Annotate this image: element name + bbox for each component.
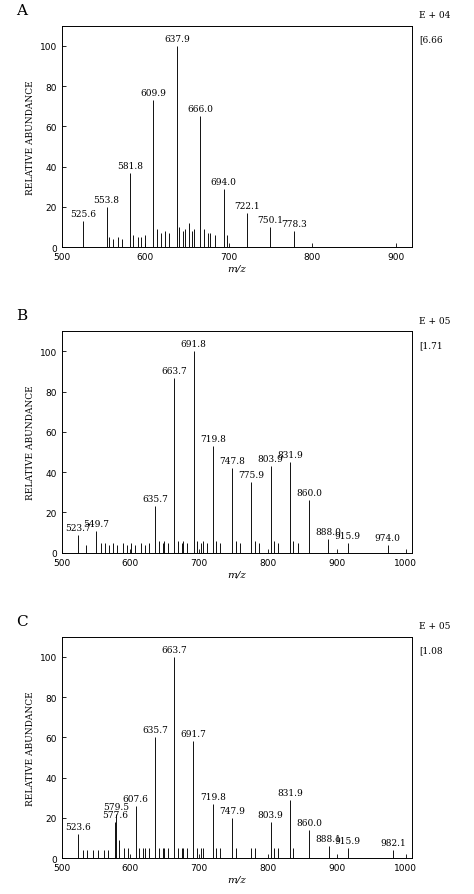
Text: E + 04: E + 04 <box>419 12 451 21</box>
Y-axis label: RELATIVE ABUNDANCE: RELATIVE ABUNDANCE <box>27 690 36 805</box>
Text: 663.7: 663.7 <box>161 367 187 375</box>
Text: 860.0: 860.0 <box>296 489 322 498</box>
Text: 525.6: 525.6 <box>70 210 96 219</box>
Text: 666.0: 666.0 <box>187 105 213 114</box>
Text: 803.9: 803.9 <box>258 810 283 819</box>
Text: 915.9: 915.9 <box>335 836 361 845</box>
Text: 915.9: 915.9 <box>335 531 361 540</box>
Text: 691.7: 691.7 <box>181 730 206 738</box>
Text: 637.9: 637.9 <box>164 35 190 44</box>
Text: 581.8: 581.8 <box>117 162 143 171</box>
Text: 635.7: 635.7 <box>142 726 168 735</box>
X-axis label: m/z: m/z <box>228 265 246 274</box>
Text: 663.7: 663.7 <box>161 645 187 654</box>
Text: C: C <box>16 614 27 628</box>
Text: 553.8: 553.8 <box>93 196 119 205</box>
Y-axis label: RELATIVE ABUNDANCE: RELATIVE ABUNDANCE <box>27 80 36 195</box>
Y-axis label: RELATIVE ABUNDANCE: RELATIVE ABUNDANCE <box>27 385 36 500</box>
Text: 577.6: 577.6 <box>102 810 128 819</box>
Text: B: B <box>16 309 27 323</box>
Text: 523.7: 523.7 <box>65 523 91 532</box>
Text: 747.9: 747.9 <box>219 806 245 815</box>
Text: 609.9: 609.9 <box>140 89 166 98</box>
Text: A: A <box>16 4 27 18</box>
Text: 722.1: 722.1 <box>234 202 260 211</box>
X-axis label: m/z: m/z <box>228 875 246 884</box>
Text: 719.8: 719.8 <box>200 792 226 801</box>
Text: 831.9: 831.9 <box>277 451 303 460</box>
Text: 549.7: 549.7 <box>83 519 109 528</box>
Text: 694.0: 694.0 <box>211 178 237 187</box>
Text: 719.8: 719.8 <box>200 434 226 443</box>
Text: 803.9: 803.9 <box>258 455 283 464</box>
Text: 607.6: 607.6 <box>123 794 148 803</box>
Text: 974.0: 974.0 <box>374 533 401 542</box>
Text: 860.0: 860.0 <box>296 818 322 827</box>
Text: 982.1: 982.1 <box>380 839 406 848</box>
Text: 775.9: 775.9 <box>238 471 264 480</box>
Text: 691.8: 691.8 <box>181 340 207 349</box>
Text: 579.5: 579.5 <box>103 802 129 811</box>
Text: 888.0: 888.0 <box>316 527 341 536</box>
Text: 523.6: 523.6 <box>65 822 91 831</box>
X-axis label: m/z: m/z <box>228 569 246 578</box>
Text: 888.1: 888.1 <box>316 834 341 843</box>
Text: E + 05: E + 05 <box>419 621 451 630</box>
Text: [1.71: [1.71 <box>419 341 443 350</box>
Text: 750.1: 750.1 <box>257 215 283 224</box>
Text: [1.08: [1.08 <box>419 646 443 655</box>
Text: 635.7: 635.7 <box>142 495 168 504</box>
Text: 747.8: 747.8 <box>219 457 245 466</box>
Text: [6.66: [6.66 <box>419 36 443 45</box>
Text: 831.9: 831.9 <box>277 788 303 797</box>
Text: E + 05: E + 05 <box>419 316 451 325</box>
Text: 778.3: 778.3 <box>281 220 307 229</box>
